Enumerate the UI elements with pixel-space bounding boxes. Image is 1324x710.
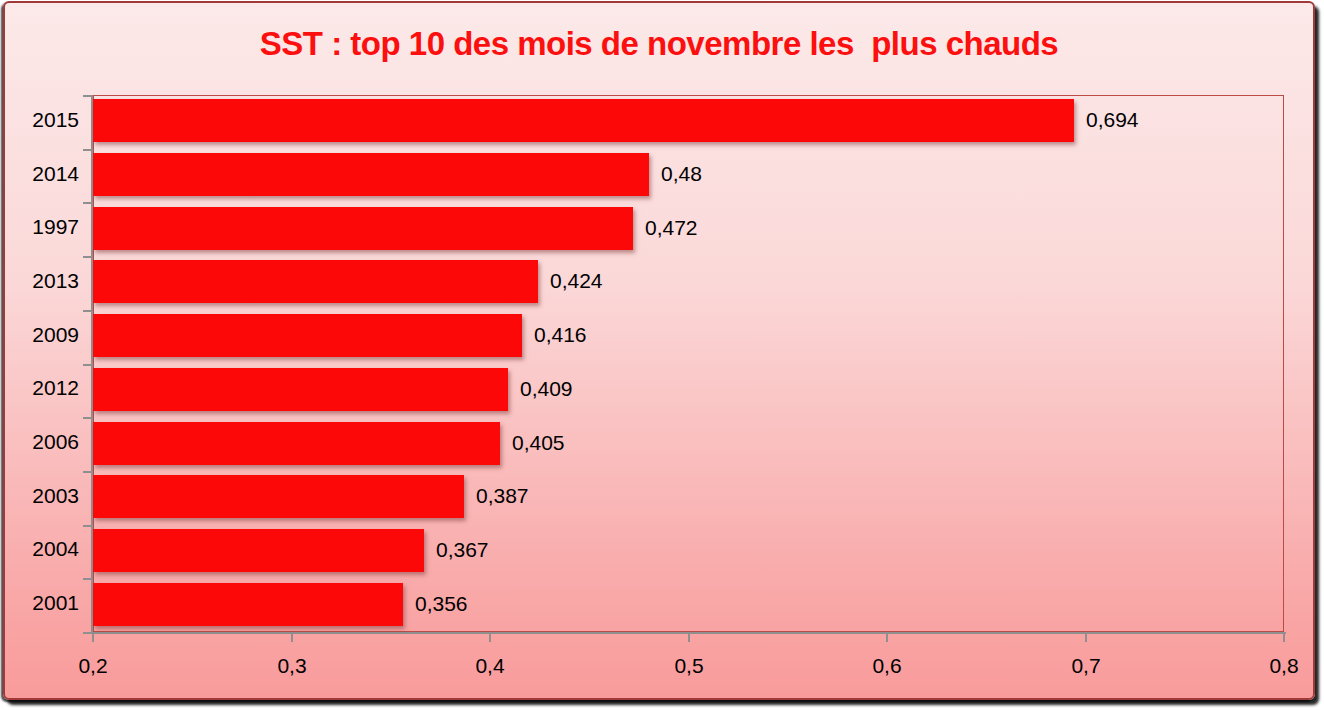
bar [93,260,538,303]
category-label: 2015 [5,108,79,132]
x-tick-label: 0,7 [1046,654,1126,678]
category-label: 1997 [5,215,79,239]
category-label: 2003 [5,484,79,508]
bar [93,99,1074,142]
bar-value-label: 0,367 [436,538,489,562]
y-axis-tick [83,310,91,312]
category-label: 2004 [5,537,79,561]
bar [93,422,500,465]
y-axis-tick [83,417,91,419]
bar-value-label: 0,356 [415,592,468,616]
x-axis-tick [886,634,888,642]
bar [93,314,522,357]
bar [93,583,403,626]
bar-value-label: 0,405 [512,431,565,455]
category-label: 2001 [5,591,79,615]
y-axis-tick [83,364,91,366]
category-label: 2013 [5,269,79,293]
x-axis-tick [92,634,94,642]
bar-value-label: 0,694 [1086,108,1139,132]
category-label: 2006 [5,430,79,454]
category-label: 2012 [5,376,79,400]
bar [93,207,633,250]
y-axis-tick [83,471,91,473]
y-axis-tick [83,256,91,258]
bar [93,475,464,518]
x-axis-tick [489,634,491,642]
x-axis-tick [291,634,293,642]
y-axis-tick [83,578,91,580]
bar-value-label: 0,48 [661,162,702,186]
x-axis-tick [1283,634,1285,642]
x-tick-label: 0,3 [252,654,332,678]
x-tick-label: 0,5 [649,654,729,678]
x-tick-label: 0,6 [847,654,927,678]
y-axis-tick [83,202,91,204]
category-label: 2014 [5,162,79,186]
bar [93,153,649,196]
y-axis-tick [83,525,91,527]
chart-title: SST : top 10 des mois de novembre les pl… [5,25,1313,63]
bar-value-label: 0,472 [645,216,698,240]
x-axis-tick [688,634,690,642]
bar-value-label: 0,424 [550,269,603,293]
bar-value-label: 0,416 [534,323,587,347]
category-label: 2009 [5,323,79,347]
bar-value-label: 0,387 [476,484,529,508]
bar-value-label: 0,409 [520,377,573,401]
x-tick-label: 0,2 [53,654,133,678]
x-tick-label: 0,4 [450,654,530,678]
bar [93,529,424,572]
y-axis-tick [83,149,91,151]
y-axis-tick [83,95,91,97]
y-axis-tick [83,632,91,634]
x-tick-label: 0,8 [1244,654,1324,678]
chart-frame: SST : top 10 des mois de novembre les pl… [3,1,1315,700]
bar [93,368,508,411]
x-axis-tick [1085,634,1087,642]
